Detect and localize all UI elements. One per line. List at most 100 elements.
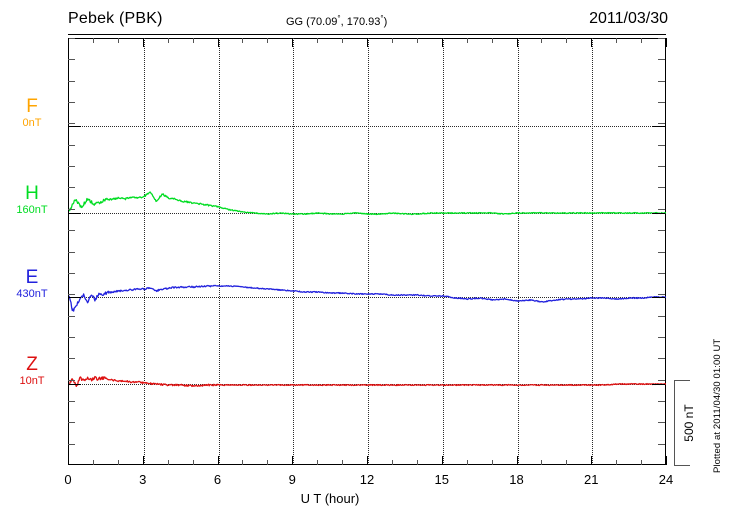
- x-tick-top-13: [391, 38, 393, 43]
- y-tick-minor-r: [658, 336, 665, 338]
- header-divider: [68, 34, 666, 35]
- x-tick-top-3: [142, 38, 144, 47]
- y-tick-major-F-r: [652, 126, 665, 127]
- y-tick-minor: [68, 166, 75, 168]
- y-tick-minor: [68, 422, 75, 424]
- y-tick-minor-r: [658, 358, 665, 360]
- x-tick-minor-14: [416, 460, 418, 465]
- y-tick-minor: [68, 315, 75, 317]
- y-tick-minor: [68, 358, 75, 360]
- y-tick-minor: [68, 102, 75, 104]
- coords-suffix: ): [383, 16, 388, 28]
- x-tick-minor-1: [92, 460, 94, 465]
- scale-bar-label: 500 nT: [682, 404, 696, 442]
- component-value-E: 430nT: [16, 288, 48, 300]
- y-tick-major-Z: [68, 384, 81, 385]
- x-tick-top-7: [242, 38, 244, 43]
- y-tick-minor-r: [658, 80, 665, 82]
- x-tick-label-0: 0: [64, 472, 72, 487]
- station-name: Pebek (PBK): [68, 10, 163, 27]
- x-tick-minor-7: [242, 460, 244, 465]
- x-tick-label-3: 3: [139, 472, 147, 487]
- y-tick-major-H: [68, 213, 81, 214]
- x-tick-top-18: [516, 38, 518, 47]
- x-tick-major-21: [591, 456, 593, 465]
- x-tick-minor-22: [616, 460, 618, 465]
- gridline-hour-9: [293, 38, 295, 464]
- x-tick-minor-11: [342, 460, 344, 465]
- x-tick-major-15: [441, 456, 443, 465]
- y-tick-minor-r: [658, 251, 665, 253]
- x-tick-top-14: [416, 38, 418, 43]
- x-tick-major-18: [516, 456, 518, 465]
- y-tick-minor-r: [658, 38, 665, 39]
- y-tick-minor-r: [658, 208, 665, 210]
- y-tick-minor: [68, 400, 75, 402]
- x-tick-minor-4: [167, 460, 169, 465]
- y-tick-minor: [68, 80, 75, 82]
- x-tick-minor-2: [117, 460, 119, 465]
- y-tick-minor-r: [658, 400, 665, 402]
- x-axis-title-text: U T (hour): [300, 491, 360, 506]
- component-letter-Z: Z: [26, 354, 38, 375]
- scale-bar: [672, 380, 690, 466]
- y-tick-minor: [68, 59, 75, 61]
- x-tick-top-22: [616, 38, 618, 43]
- y-tick-major-Z-r: [652, 384, 665, 385]
- baseline-E: [69, 297, 666, 298]
- x-axis-title: U T (hour): [0, 491, 730, 506]
- gridline-hour-12: [368, 38, 369, 464]
- component-label-F: F 0nT: [0, 97, 64, 130]
- x-tick-label-24: 24: [658, 472, 674, 487]
- component-label-H: H 160nT: [0, 184, 64, 217]
- trace-Z: [69, 375, 666, 388]
- baseline-F: [69, 126, 666, 127]
- x-tick-minor-16: [466, 460, 468, 465]
- plot-frame: [68, 38, 666, 465]
- plotted-at-timestamp: Plotted at 2011/04/30 01:00 UT: [712, 338, 723, 473]
- x-tick-label-15: 15: [434, 472, 449, 487]
- y-tick-minor-r: [658, 59, 665, 61]
- x-tick-top-17: [491, 38, 493, 43]
- coords-prefix: GG (: [286, 16, 310, 28]
- y-tick-minor: [68, 379, 75, 381]
- x-tick-top-15: [441, 38, 443, 47]
- x-tick-minor-13: [391, 460, 393, 465]
- y-tick-minor-r: [658, 294, 665, 296]
- x-tick-label-18: 18: [509, 472, 524, 487]
- component-letter-H: H: [25, 183, 39, 204]
- y-tick-minor: [68, 208, 75, 210]
- x-tick-top-4: [167, 38, 169, 43]
- y-tick-minor-r: [658, 144, 665, 146]
- y-tick-minor-r: [658, 166, 665, 168]
- x-tick-top-10: [317, 38, 319, 43]
- y-tick-major-E-r: [652, 297, 665, 298]
- degree-symbol-lat: °: [337, 14, 341, 23]
- plot-axis-right: [665, 38, 667, 465]
- x-tick-top-5: [192, 38, 194, 43]
- x-tick-major-12: [367, 456, 368, 465]
- scale-bar-line: [674, 380, 676, 466]
- gridline-hour-3: [143, 38, 145, 464]
- x-tick-top-0: [68, 38, 69, 47]
- x-tick-top-19: [541, 38, 543, 43]
- trace-curves: [69, 191, 666, 388]
- y-tick-major-H-r: [652, 213, 665, 214]
- trace-E: [69, 284, 666, 312]
- component-letter-E: E: [25, 267, 39, 288]
- x-tick-top-1: [92, 38, 94, 43]
- y-tick-minor: [68, 251, 75, 253]
- x-tick-major-6: [217, 456, 219, 465]
- y-tick-minor-r: [658, 422, 665, 424]
- y-tick-major-E: [68, 297, 81, 298]
- x-tick-minor-17: [491, 460, 493, 465]
- x-tick-top-23: [641, 38, 643, 43]
- component-value-F: 0nT: [22, 117, 42, 129]
- y-tick-minor: [68, 294, 75, 296]
- y-tick-minor: [68, 443, 75, 445]
- component-value-Z: 10nT: [19, 375, 45, 387]
- coords-separator: ,: [340, 16, 344, 28]
- y-tick-minor-r: [658, 272, 665, 274]
- x-tick-label-21: 21: [584, 472, 599, 487]
